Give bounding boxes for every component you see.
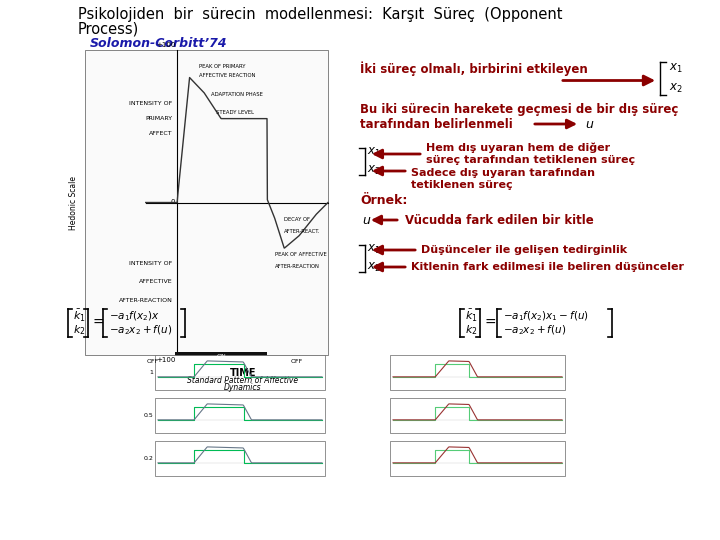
Text: Düşünceler ile gelişen tedirginlik: Düşünceler ile gelişen tedirginlik <box>421 245 627 255</box>
Text: $x_1$: $x_1$ <box>669 62 683 75</box>
Text: $k_2$: $k_2$ <box>465 323 477 337</box>
Text: AFFECT: AFFECT <box>149 131 172 137</box>
Text: Psikolojiden  bir  sürecin  modellenmesi:  Karşıt  Süreç  (Opponent: Psikolojiden bir sürecin modellenmesi: K… <box>78 7 562 22</box>
Text: STEADY LEVEL: STEADY LEVEL <box>216 110 254 115</box>
Text: INTENSITY OF: INTENSITY OF <box>129 261 172 266</box>
Text: 0.2: 0.2 <box>143 456 153 461</box>
Text: Kitlenin fark edilmesi ile beliren düşünceler: Kitlenin fark edilmesi ile beliren düşün… <box>411 262 684 272</box>
Text: süreç tarafından tetiklenen süreç: süreç tarafından tetiklenen süreç <box>426 155 635 165</box>
Text: $-a_2x_2+f(u)$: $-a_2x_2+f(u)$ <box>503 323 566 337</box>
Text: OFF: OFF <box>147 359 159 364</box>
Text: Dynamics: Dynamics <box>224 383 262 392</box>
Text: $x_2$: $x_2$ <box>669 82 683 94</box>
Text: ADAPTATION PHASE: ADAPTATION PHASE <box>212 92 264 97</box>
Bar <box>155 441 325 476</box>
Text: AFFECTIVE: AFFECTIVE <box>139 279 172 284</box>
Text: $-a_1 f(x_2)x$: $-a_1 f(x_2)x$ <box>109 309 160 323</box>
Text: $x_2$: $x_2$ <box>367 260 381 274</box>
Text: Bu iki sürecin harekete geçmesi de bir dış süreç: Bu iki sürecin harekete geçmesi de bir d… <box>360 104 678 117</box>
Bar <box>155 355 325 390</box>
Text: DECAY OF: DECAY OF <box>284 217 310 222</box>
Text: $x_2$: $x_2$ <box>367 164 381 177</box>
Text: PRIMARY: PRIMARY <box>145 116 172 121</box>
Text: Process): Process) <box>78 21 139 36</box>
Text: +100: +100 <box>156 42 176 48</box>
Text: +100: +100 <box>156 357 176 363</box>
Text: AFTER-REACTION: AFTER-REACTION <box>274 264 320 269</box>
Text: İki süreç olmalı, birbirini etkileyen: İki süreç olmalı, birbirini etkileyen <box>360 61 588 76</box>
Bar <box>155 398 325 433</box>
Text: Hem dış uyaran hem de diğer: Hem dış uyaran hem de diğer <box>426 143 610 153</box>
Text: =: = <box>92 316 104 330</box>
Text: TIME: TIME <box>230 368 256 378</box>
Text: 1: 1 <box>149 370 153 375</box>
Text: $-a_1 f(x_2)x_1-f(u)$: $-a_1 f(x_2)x_1-f(u)$ <box>503 309 589 323</box>
Text: ON: ON <box>216 354 226 359</box>
Text: AFTER-REACT.: AFTER-REACT. <box>284 229 321 234</box>
Bar <box>390 355 565 390</box>
Text: $k_2$: $k_2$ <box>73 323 86 337</box>
Text: $u$: $u$ <box>362 213 372 226</box>
Text: tetiklenen süreç: tetiklenen süreç <box>411 180 513 190</box>
Text: 0: 0 <box>171 199 176 206</box>
Text: $\bar{k}_1$: $\bar{k}_1$ <box>465 308 478 324</box>
Text: Hedonic Scale: Hedonic Scale <box>68 176 78 230</box>
Text: $x_1$: $x_1$ <box>367 242 381 255</box>
Text: INTENSITY OF: INTENSITY OF <box>129 101 172 106</box>
Bar <box>85 50 328 355</box>
Text: =: = <box>484 316 495 330</box>
Text: $\bar{k}_1$: $\bar{k}_1$ <box>73 308 86 324</box>
Text: Sadece dış uyaran tarafından: Sadece dış uyaran tarafından <box>411 168 595 178</box>
Text: tarafından belirlenmeli: tarafından belirlenmeli <box>360 118 513 131</box>
Text: Örnek:: Örnek: <box>360 193 408 206</box>
Bar <box>390 398 565 433</box>
Text: $-a_2x_2+f(u)$: $-a_2x_2+f(u)$ <box>109 323 172 337</box>
Text: PEAK OF PRIMARY: PEAK OF PRIMARY <box>199 64 246 69</box>
Text: OFF: OFF <box>290 359 302 364</box>
Text: Solomon-Corbitt’74: Solomon-Corbitt’74 <box>90 37 228 50</box>
Text: PEAK OF AFFECTIVE: PEAK OF AFFECTIVE <box>274 252 326 257</box>
Text: $x_1$: $x_1$ <box>367 145 381 159</box>
Text: $u$: $u$ <box>585 118 594 131</box>
Bar <box>175 352 267 360</box>
Text: AFTER-REACTION: AFTER-REACTION <box>119 298 172 302</box>
Text: Vücudda fark edilen bir kitle: Vücudda fark edilen bir kitle <box>405 213 594 226</box>
Text: Standard Pattern of Affective: Standard Pattern of Affective <box>187 376 299 385</box>
Text: AFFECTIVE REACTION: AFFECTIVE REACTION <box>199 73 256 78</box>
Bar <box>390 441 565 476</box>
Text: 0.5: 0.5 <box>143 413 153 418</box>
